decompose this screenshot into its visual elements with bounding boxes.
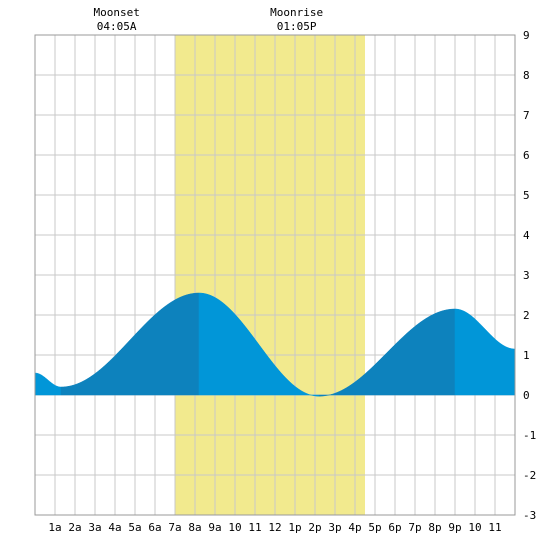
x-tick-label: 11: [488, 521, 501, 534]
x-tick-label: 11: [248, 521, 261, 534]
grid-lines: [35, 35, 515, 515]
x-tick-label: 9a: [208, 521, 221, 534]
x-tick-label: 3p: [328, 521, 341, 534]
x-tick-label: 1a: [48, 521, 61, 534]
x-tick-label: 1p: [288, 521, 301, 534]
x-tick-label: 8p: [428, 521, 441, 534]
tide-segment-falling: [454, 308, 516, 396]
x-tick-label: 6a: [148, 521, 161, 534]
y-tick-label: -3: [523, 509, 536, 522]
y-tick-label: -1: [523, 429, 536, 442]
y-tick-label: 5: [523, 189, 530, 202]
y-axis-ticks: -3 -2 -1 0 1 2 3 4 5 6 7 8 9: [523, 29, 536, 522]
y-tick-label: 2: [523, 309, 530, 322]
tide-segment-rising: [318, 308, 456, 397]
y-tick-label: 1: [523, 349, 530, 362]
y-tick-label: 3: [523, 269, 530, 282]
tide-segment-falling: [34, 372, 62, 396]
x-tick-label: 4p: [348, 521, 361, 534]
x-tick-label: 7p: [408, 521, 421, 534]
moon-event-label: Moonset: [93, 6, 139, 19]
x-tick-label: 6p: [388, 521, 401, 534]
x-tick-label: 3a: [88, 521, 101, 534]
x-tick-label: 7a: [168, 521, 181, 534]
y-tick-label: 8: [523, 69, 530, 82]
y-tick-label: -2: [523, 469, 536, 482]
y-tick-label: 7: [523, 109, 530, 122]
y-tick-label: 9: [523, 29, 530, 42]
x-tick-label: 10: [228, 521, 241, 534]
moon-event-time: 04:05A: [97, 20, 137, 33]
moon-event-label: Moonrise: [270, 6, 323, 19]
moon-event-time: 01:05P: [277, 20, 317, 33]
x-tick-label: 9p: [448, 521, 461, 534]
x-axis-ticks: 1a 2a 3a 4a 5a 6a 7a 8a 9a 10 11 12 1p 2p 3p 4p 5p 6p 7p 8p…: [48, 521, 501, 534]
x-tick-label: 5p: [368, 521, 381, 534]
tide-segment-rising: [60, 292, 200, 396]
x-tick-label: 5a: [128, 521, 141, 534]
tide-area: [34, 292, 516, 397]
tide-segment-falling: [198, 292, 320, 397]
x-tick-label: 12: [268, 521, 281, 534]
y-tick-label: 4: [523, 229, 530, 242]
x-tick-label: 2p: [308, 521, 321, 534]
plot-border: [34, 34, 516, 516]
x-tick-label: 8a: [188, 521, 201, 534]
y-tick-label: 0: [523, 389, 530, 402]
x-tick-label: 2a: [68, 521, 81, 534]
x-tick-label: 4a: [108, 521, 121, 534]
x-tick-label: 10: [468, 521, 481, 534]
y-tick-label: 6: [523, 149, 530, 162]
